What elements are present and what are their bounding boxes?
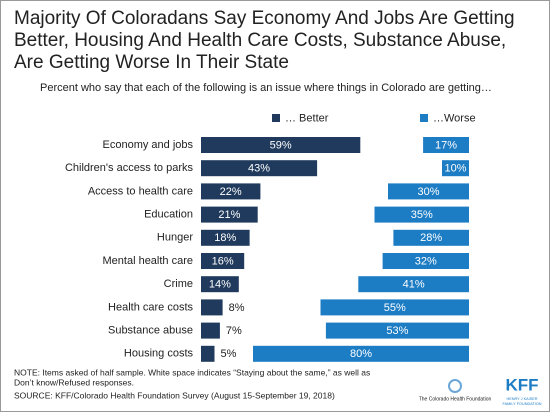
chart-title: Are Getting Worse In Their State	[14, 52, 289, 73]
bar-worse	[253, 345, 469, 362]
value-label: 32%	[415, 255, 437, 267]
category-label: Crime	[164, 278, 193, 290]
value-label: 41%	[403, 279, 425, 291]
category-label: Mental health care	[103, 255, 194, 267]
value-label: 7%	[226, 325, 242, 337]
value-label: 55%	[384, 302, 406, 314]
legend-swatch	[272, 114, 280, 122]
category-label: Access to health care	[88, 185, 193, 197]
category-label: Substance abuse	[108, 325, 193, 337]
logo-icon	[448, 379, 462, 393]
value-label: 5%	[221, 348, 237, 360]
source: SOURCE: KFF/Colorado Health Foundation S…	[14, 390, 335, 400]
note: Don’t know/Refused responses.	[14, 377, 134, 387]
category-label: Housing costs	[124, 348, 194, 360]
value-label: 59%	[270, 139, 292, 151]
value-label: 53%	[386, 325, 408, 337]
logo-text: HENRY J KAISER	[506, 397, 537, 401]
value-label: 80%	[350, 348, 372, 360]
bar-worse	[442, 160, 469, 177]
bar-better	[201, 276, 239, 293]
legend-label: …Worse	[433, 112, 476, 124]
bar-worse	[423, 137, 469, 153]
category-label: Hunger	[157, 232, 193, 244]
bar-better	[201, 206, 258, 223]
logo-text: KFF	[505, 375, 538, 394]
chart-title: Majority Of Coloradans Say Economy And J…	[14, 8, 515, 29]
bar-worse	[320, 299, 469, 316]
bar-better	[201, 137, 361, 153]
bar-better	[201, 229, 250, 246]
bar-worse	[393, 229, 469, 246]
bar-better	[201, 345, 215, 362]
value-label: 10%	[444, 163, 466, 175]
chart-title: Better, Housing And Health Care Costs, S…	[14, 30, 506, 51]
value-label: 18%	[214, 232, 236, 244]
category-label: Education	[144, 209, 193, 221]
value-label: 21%	[218, 209, 240, 221]
bar-worse	[382, 253, 469, 269]
value-label: 14%	[209, 279, 231, 291]
value-label: 43%	[248, 163, 270, 175]
value-label: 30%	[417, 186, 439, 198]
value-label: 17%	[435, 139, 457, 151]
legend-label: … Better	[285, 112, 329, 124]
subtitle: Percent who say that each of the followi…	[40, 82, 492, 94]
bar-better	[201, 299, 223, 316]
bar-better	[201, 253, 245, 269]
bar-better	[201, 160, 318, 177]
note: NOTE: Items asked of half sample. White …	[14, 367, 370, 377]
value-label: 28%	[420, 232, 442, 244]
logo-text: The Colorado Health Foundation	[419, 396, 492, 402]
category-label: Economy and jobs	[103, 139, 194, 151]
logo-text: FAMILY FOUNDATION	[502, 402, 541, 406]
legend-swatch	[420, 114, 428, 122]
category-label: Health care costs	[108, 301, 193, 313]
bar-better	[201, 322, 220, 339]
bar-worse	[325, 322, 469, 339]
value-label: 22%	[220, 186, 242, 198]
value-label: 35%	[411, 209, 433, 221]
value-label: 8%	[229, 302, 245, 314]
value-label: 16%	[212, 255, 234, 267]
category-label: Children's access to parks	[65, 162, 194, 174]
bar-worse	[374, 206, 469, 223]
bar-better	[201, 183, 261, 200]
bar-worse	[358, 276, 469, 293]
bar-worse	[388, 183, 469, 200]
